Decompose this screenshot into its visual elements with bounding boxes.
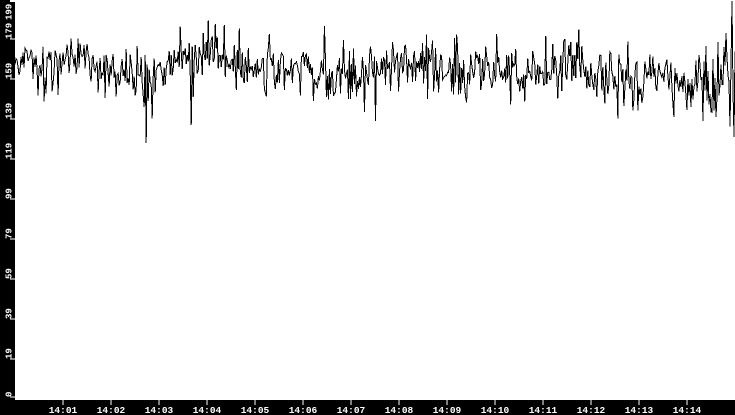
svg-text:14:08: 14:08 xyxy=(385,405,414,415)
svg-text:99: 99 xyxy=(4,188,14,199)
svg-text:14:06: 14:06 xyxy=(289,405,318,415)
svg-text:14:07: 14:07 xyxy=(337,405,366,415)
svg-text:14:02: 14:02 xyxy=(97,405,126,415)
svg-text:179: 179 xyxy=(4,23,14,39)
svg-text:59: 59 xyxy=(4,268,14,279)
svg-text:14:09: 14:09 xyxy=(433,405,462,415)
svg-text:0: 0 xyxy=(4,392,14,397)
svg-text:139: 139 xyxy=(4,103,14,119)
svg-text:119: 119 xyxy=(4,143,14,159)
svg-text:79: 79 xyxy=(4,228,14,239)
svg-text:39: 39 xyxy=(4,308,14,319)
svg-text:14:12: 14:12 xyxy=(577,405,606,415)
svg-text:14:03: 14:03 xyxy=(145,405,174,415)
svg-text:14:10: 14:10 xyxy=(481,405,510,415)
svg-text:14:14: 14:14 xyxy=(673,405,702,415)
svg-text:14:01: 14:01 xyxy=(49,405,78,415)
svg-text:14:05: 14:05 xyxy=(241,405,270,415)
svg-text:199: 199 xyxy=(4,4,14,20)
svg-text:14:04: 14:04 xyxy=(193,405,222,415)
svg-text:159: 159 xyxy=(4,63,14,79)
svg-text:14:11: 14:11 xyxy=(529,405,558,415)
svg-text:14:13: 14:13 xyxy=(625,405,654,415)
svg-text:19: 19 xyxy=(4,348,14,359)
